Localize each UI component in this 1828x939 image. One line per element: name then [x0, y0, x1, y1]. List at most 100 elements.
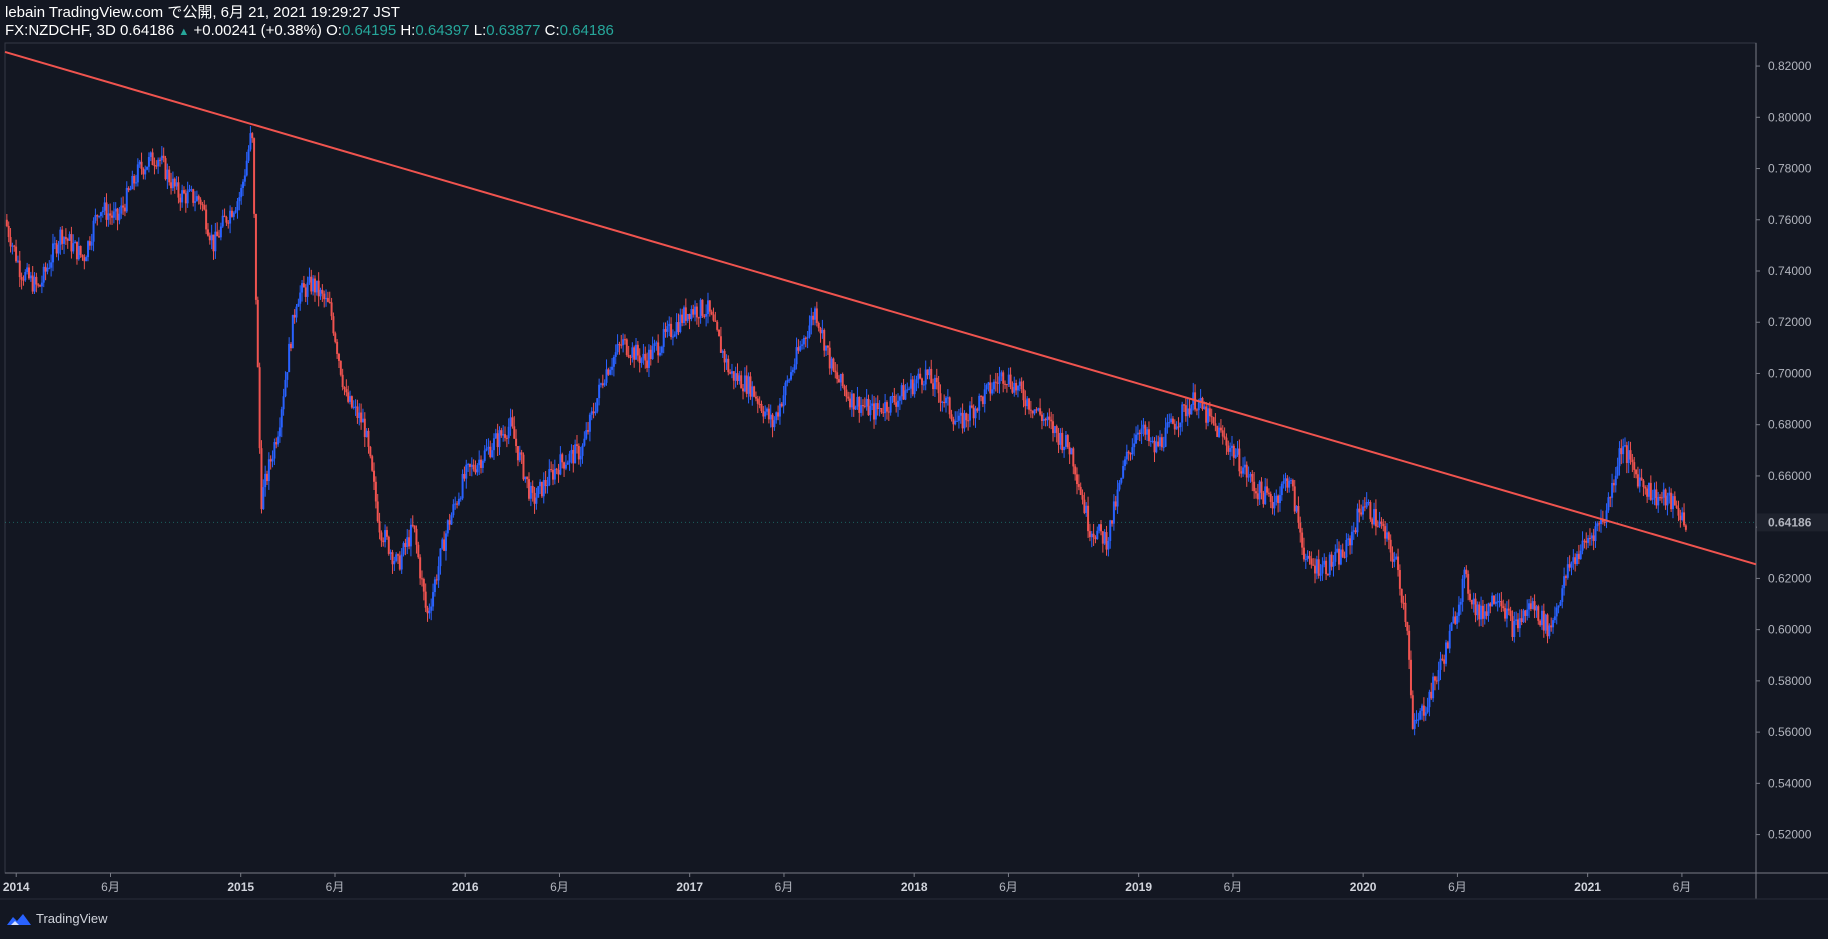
candle-body — [363, 418, 366, 437]
candle-body — [1469, 593, 1472, 600]
time-tick-label: 6月 — [775, 880, 794, 894]
candle-body — [513, 426, 516, 439]
candle-body — [205, 209, 208, 230]
price-axis[interactable]: 0.82000 0.80000 0.78000 0.76000 0.74000 0.720… — [1756, 59, 1828, 842]
candle-body — [1111, 520, 1114, 524]
candle-body — [535, 497, 538, 504]
candle-body — [575, 444, 578, 446]
candle-body — [539, 481, 542, 487]
symbol-name[interactable]: FX:NZDCHF, 3D — [5, 22, 116, 39]
candle-body — [251, 133, 254, 139]
candle-body — [496, 433, 499, 448]
candle-body — [140, 161, 143, 169]
footer-brand[interactable]: TradingView — [6, 911, 108, 926]
candle-body — [13, 245, 16, 247]
candle-body — [243, 175, 246, 182]
candle-body — [1345, 539, 1348, 558]
candle-body — [474, 469, 477, 473]
candle-body — [1594, 526, 1597, 542]
candle-body — [284, 379, 287, 397]
candle-body — [321, 289, 324, 294]
candle-body — [1195, 409, 1198, 411]
candle-body — [725, 358, 728, 363]
candle-body — [1323, 560, 1326, 565]
candle-body — [1334, 551, 1337, 562]
candle-body — [358, 412, 361, 419]
candle-body — [389, 552, 392, 554]
candle-body — [1299, 522, 1302, 533]
candle-body — [72, 243, 75, 252]
candle-body — [1343, 556, 1346, 558]
candle-body — [81, 254, 84, 258]
time-tick-label: 2021 — [1574, 880, 1601, 894]
candle-body — [402, 543, 405, 555]
candle-body — [1400, 588, 1403, 603]
candle-body — [849, 398, 852, 408]
candle-body — [398, 555, 401, 570]
candle-body — [22, 279, 25, 281]
candle-body — [387, 536, 390, 554]
candle-body — [1642, 480, 1645, 488]
candle-body — [229, 210, 232, 224]
candle-body — [1341, 549, 1344, 557]
candle-body — [599, 383, 602, 385]
candle-body — [409, 524, 412, 547]
candle-body — [448, 520, 451, 525]
candle-body — [391, 552, 394, 565]
candle-body — [913, 383, 916, 395]
time-axis[interactable]: 2014 6月 2015 6月 2016 6月 2017 6月 2018 6月 2019 6月 2020… — [3, 873, 1691, 894]
candle-body — [219, 226, 222, 238]
candle-body — [31, 275, 34, 292]
candle-body — [1271, 501, 1274, 509]
candle-body — [911, 379, 914, 395]
candle-body — [753, 386, 756, 397]
candle-body — [762, 411, 765, 417]
candle-body — [365, 430, 368, 437]
candle-body — [555, 468, 558, 470]
candle-body — [247, 149, 250, 161]
candle-body — [221, 215, 224, 227]
candle-body — [308, 276, 311, 283]
candle-body — [670, 323, 673, 338]
candle-body — [1325, 560, 1328, 575]
candle-body — [1515, 619, 1518, 621]
candle-body — [356, 406, 359, 419]
candle-body — [1607, 497, 1610, 511]
candle-body — [489, 446, 492, 458]
candle-body — [190, 189, 193, 191]
candle-body — [983, 389, 986, 405]
candle-body — [304, 287, 307, 297]
candle-body — [1120, 477, 1123, 483]
candle-body — [1099, 524, 1102, 532]
candle-body — [90, 241, 93, 246]
candle-body — [208, 235, 211, 241]
candle-body — [1066, 435, 1069, 448]
candle-body — [723, 350, 726, 363]
candle-body — [970, 405, 973, 408]
candle-body — [378, 521, 381, 533]
candle-body — [1238, 448, 1241, 472]
candle-body — [745, 375, 748, 394]
candle-body — [1210, 416, 1213, 418]
candle-body — [1070, 448, 1073, 455]
candle-body — [1618, 448, 1621, 467]
candle-body — [404, 543, 407, 547]
candle-body — [629, 356, 632, 358]
candle-body — [1175, 426, 1178, 430]
candle-body — [1389, 539, 1392, 553]
candle-body — [1555, 607, 1558, 617]
candle-body — [682, 307, 685, 323]
candle-body — [336, 341, 339, 354]
candle-body — [1585, 540, 1588, 543]
candle-body — [649, 349, 652, 359]
candle-body — [821, 329, 824, 334]
candle-body — [260, 448, 263, 510]
candle-body — [559, 454, 562, 475]
candle-body — [1647, 482, 1650, 497]
candle-body — [865, 398, 868, 407]
candle-body — [1083, 499, 1086, 513]
candle-body — [1432, 676, 1435, 699]
candle-body — [769, 414, 772, 420]
candle-body — [1445, 642, 1448, 664]
